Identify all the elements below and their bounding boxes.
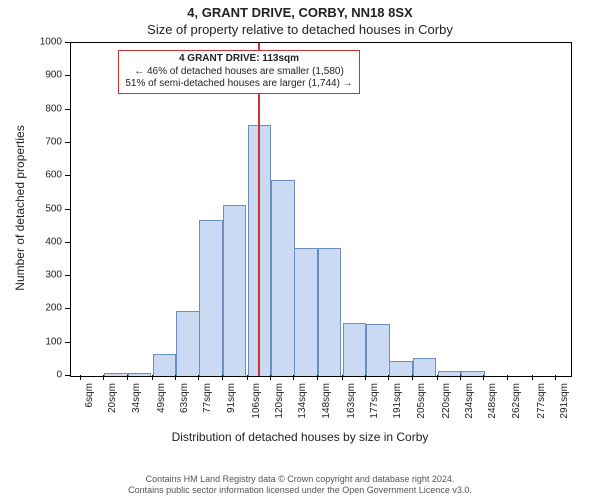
annotation-line-2: ← 46% of detached houses are smaller (1,… xyxy=(125,66,352,79)
annotation-line-1: 4 GRANT DRIVE: 113sqm xyxy=(125,53,352,66)
y-tick xyxy=(65,42,70,43)
histogram-bar xyxy=(128,373,152,376)
histogram-bar xyxy=(438,371,462,376)
histogram-bar xyxy=(318,248,342,376)
y-tick xyxy=(65,142,70,143)
histogram-bar xyxy=(271,180,295,376)
x-tick xyxy=(293,375,294,380)
x-tick-label: 262sqm xyxy=(511,383,522,433)
y-tick-label: 800 xyxy=(0,103,62,114)
x-tick xyxy=(555,375,556,380)
x-tick-label: 220sqm xyxy=(441,383,452,433)
chart-title-1: 4, GRANT DRIVE, CORBY, NN18 8SX xyxy=(0,5,600,20)
x-tick-label: 34sqm xyxy=(131,383,142,433)
x-tick xyxy=(342,375,343,380)
x-tick-label: 248sqm xyxy=(487,383,498,433)
y-tick-label: 200 xyxy=(0,303,62,314)
x-tick xyxy=(80,375,81,380)
x-tick xyxy=(532,375,533,380)
histogram-bar xyxy=(461,371,485,376)
x-tick-label: 277sqm xyxy=(536,383,547,433)
histogram-bar xyxy=(153,354,177,376)
y-tick-label: 600 xyxy=(0,170,62,181)
histogram-bar xyxy=(413,358,437,376)
x-tick xyxy=(222,375,223,380)
x-tick xyxy=(270,375,271,380)
y-tick-label: 700 xyxy=(0,136,62,147)
y-tick xyxy=(65,242,70,243)
x-tick-label: 148sqm xyxy=(321,383,332,433)
x-tick xyxy=(247,375,248,380)
x-tick-label: 91sqm xyxy=(226,383,237,433)
x-tick xyxy=(198,375,199,380)
histogram-bar xyxy=(366,324,390,376)
y-tick xyxy=(65,308,70,309)
y-tick-label: 500 xyxy=(0,203,62,214)
x-tick xyxy=(365,375,366,380)
x-tick xyxy=(483,375,484,380)
histogram-bar xyxy=(343,323,367,376)
y-tick-label: 300 xyxy=(0,270,62,281)
x-tick-label: 191sqm xyxy=(392,383,403,433)
x-tick xyxy=(103,375,104,380)
y-tick xyxy=(65,109,70,110)
x-tick xyxy=(175,375,176,380)
x-tick xyxy=(460,375,461,380)
histogram-bar xyxy=(389,361,413,376)
histogram-bar xyxy=(104,373,128,376)
annotation-box: 4 GRANT DRIVE: 113sqm ← 46% of detached … xyxy=(118,50,359,94)
y-tick xyxy=(65,275,70,276)
x-tick-label: 120sqm xyxy=(274,383,285,433)
x-tick xyxy=(317,375,318,380)
histogram-bar xyxy=(199,220,223,377)
bottom-note-line-2: Contains public sector information licen… xyxy=(0,485,600,496)
x-tick-label: 20sqm xyxy=(107,383,118,433)
x-tick xyxy=(412,375,413,380)
y-tick xyxy=(65,209,70,210)
x-tick-label: 77sqm xyxy=(202,383,213,433)
x-tick xyxy=(437,375,438,380)
y-tick xyxy=(65,375,70,376)
chart-container: 4, GRANT DRIVE, CORBY, NN18 8SX Size of … xyxy=(0,0,600,500)
y-tick-label: 400 xyxy=(0,236,62,247)
y-tick-label: 900 xyxy=(0,70,62,81)
annotation-line-3: 51% of semi-detached houses are larger (… xyxy=(125,78,352,91)
x-tick xyxy=(152,375,153,380)
x-tick-label: 291sqm xyxy=(559,383,570,433)
histogram-bar xyxy=(294,248,318,376)
x-tick xyxy=(507,375,508,380)
bottom-note: Contains HM Land Registry data © Crown c… xyxy=(0,474,600,496)
histogram-bar xyxy=(176,311,200,376)
y-tick xyxy=(65,75,70,76)
y-tick-label: 0 xyxy=(0,370,62,381)
x-tick-label: 49sqm xyxy=(156,383,167,433)
x-tick-label: 106sqm xyxy=(251,383,262,433)
x-tick-label: 134sqm xyxy=(297,383,308,433)
x-tick xyxy=(388,375,389,380)
x-tick-label: 6sqm xyxy=(84,383,95,433)
x-tick-label: 63sqm xyxy=(179,383,190,433)
chart-title-2: Size of property relative to detached ho… xyxy=(0,22,600,37)
x-tick-label: 234sqm xyxy=(464,383,475,433)
y-tick-label: 100 xyxy=(0,336,62,347)
bottom-note-line-1: Contains HM Land Registry data © Crown c… xyxy=(0,474,600,485)
y-tick xyxy=(65,342,70,343)
x-tick xyxy=(127,375,128,380)
y-tick xyxy=(65,175,70,176)
x-tick-label: 163sqm xyxy=(346,383,357,433)
histogram-bar xyxy=(223,205,247,376)
y-tick-label: 1000 xyxy=(0,37,62,48)
x-tick-label: 205sqm xyxy=(416,383,427,433)
x-tick-label: 177sqm xyxy=(369,383,380,433)
